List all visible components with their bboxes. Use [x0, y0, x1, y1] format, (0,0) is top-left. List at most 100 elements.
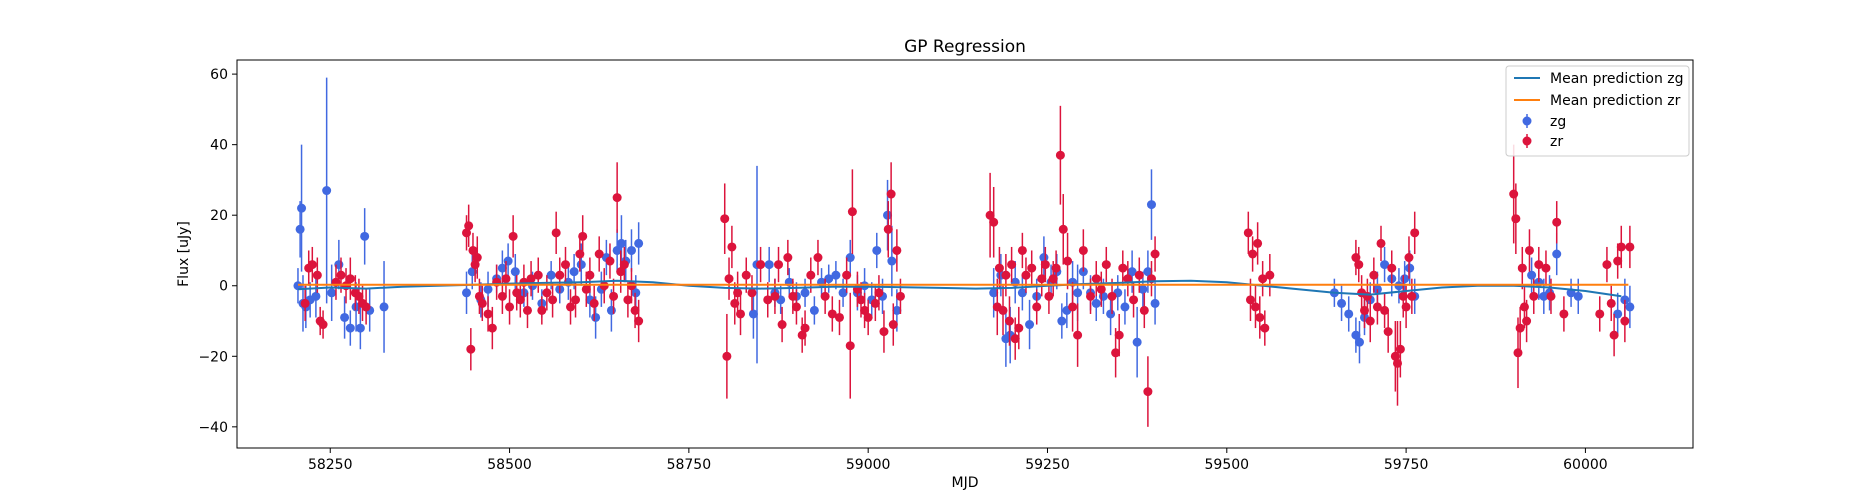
data-point-zr — [847, 207, 857, 217]
data-point-zg — [872, 245, 882, 255]
data-point-zr — [336, 270, 346, 280]
data-point-zr — [1620, 316, 1630, 326]
data-point-zr — [1118, 263, 1128, 273]
data-point-zr — [1511, 214, 1521, 224]
data-point-zr — [533, 270, 543, 280]
data-point-zr — [497, 291, 507, 301]
data-point-zr — [1258, 274, 1268, 284]
x-tick-label: 58500 — [487, 457, 532, 473]
data-point-zr — [998, 305, 1008, 315]
data-point-zr — [1513, 348, 1523, 358]
data-point-zr — [730, 298, 740, 308]
data-point-zr — [1114, 330, 1124, 340]
data-point-zr — [466, 344, 476, 354]
data-point-zr — [879, 327, 889, 337]
legend-swatch-zg-marker — [1522, 116, 1532, 126]
data-point-zr — [581, 284, 591, 294]
legend-swatch-zr-marker — [1522, 136, 1532, 146]
data-point-zg — [1132, 337, 1142, 347]
data-point-zg — [1354, 337, 1364, 347]
data-point-zr — [594, 249, 604, 259]
data-point-zr — [1101, 260, 1111, 270]
data-point-zr — [1150, 249, 1160, 259]
data-point-zg — [462, 288, 472, 298]
data-point-zr — [1032, 302, 1042, 312]
data-point-zr — [474, 291, 484, 301]
data-point-zr — [883, 224, 893, 234]
data-point-zr — [1096, 284, 1106, 294]
data-point-zg — [626, 245, 636, 255]
data-point-zg — [1150, 298, 1160, 308]
data-point-zg — [1017, 288, 1027, 298]
y-tick-label: −40 — [198, 420, 228, 436]
data-point-zg — [311, 291, 321, 301]
data-point-zg — [1400, 274, 1410, 284]
data-point-zr — [1134, 270, 1144, 280]
data-point-zg — [1091, 298, 1101, 308]
data-point-zr — [354, 291, 364, 301]
x-axis-label: MJD — [952, 475, 979, 491]
data-point-zr — [1253, 238, 1263, 248]
data-point-zr — [585, 270, 595, 280]
data-point-zr — [770, 291, 780, 301]
data-point-zg — [1344, 309, 1354, 319]
data-point-zg — [297, 203, 307, 213]
data-point-zg — [569, 267, 579, 277]
data-point-zg — [295, 224, 305, 234]
data-point-zr — [472, 253, 482, 263]
data-point-zr — [505, 302, 515, 312]
data-point-zr — [1351, 253, 1361, 263]
data-point-zr — [806, 270, 816, 280]
data-point-zr — [763, 295, 773, 305]
data-point-zg — [989, 288, 999, 298]
data-point-zr — [1398, 291, 1408, 301]
data-point-zr — [892, 245, 902, 255]
data-point-zr — [1509, 189, 1519, 199]
data-point-zr — [1365, 316, 1375, 326]
legend-label-zr: zr — [1550, 134, 1563, 150]
data-point-zr — [886, 189, 896, 199]
data-point-zg — [1394, 281, 1404, 291]
data-point-zr — [1078, 245, 1088, 255]
data-point-zr — [1595, 309, 1605, 319]
data-point-zr — [589, 298, 599, 308]
data-point-zr — [800, 323, 810, 333]
data-point-zr — [774, 260, 784, 270]
data-point-zr — [1383, 327, 1393, 337]
data-point-zr — [623, 295, 633, 305]
data-point-zg — [831, 270, 841, 280]
data-point-zr — [560, 260, 570, 270]
data-point-zr — [522, 305, 532, 315]
data-point-zr — [1021, 270, 1031, 280]
x-axis-ticks: 58250 58500 58750 59000 59250 59500 59750 60000 — [308, 448, 1608, 473]
data-point-zr — [300, 298, 310, 308]
data-point-zr — [483, 309, 493, 319]
data-point-zr — [1609, 330, 1619, 340]
data-point-zg — [800, 288, 810, 298]
data-point-zr — [1376, 238, 1386, 248]
data-point-zg — [379, 302, 389, 312]
data-point-zr — [477, 298, 487, 308]
data-point-zr — [1014, 323, 1024, 333]
data-point-zr — [619, 260, 629, 270]
x-tick-label: 59750 — [1384, 457, 1429, 473]
data-point-zr — [1037, 274, 1047, 284]
data-point-zg — [1625, 302, 1635, 312]
legend-label-zg-line: Mean prediction zg — [1550, 71, 1684, 87]
data-point-zg — [887, 256, 897, 266]
data-point-zr — [989, 217, 999, 227]
data-point-zr — [318, 320, 328, 330]
data-point-zr — [361, 302, 371, 312]
data-point-zg — [1120, 302, 1130, 312]
data-point-zg — [612, 245, 622, 255]
data-point-zg — [483, 284, 493, 294]
data-point-zr — [1248, 249, 1258, 259]
data-point-zr — [1255, 312, 1265, 322]
data-point-zr — [575, 249, 585, 259]
data-point-zr — [462, 228, 472, 238]
data-point-zg — [1039, 253, 1049, 263]
y-tick-label: 40 — [210, 138, 228, 154]
y-tick-label: 60 — [210, 67, 228, 83]
data-point-zr — [1091, 274, 1101, 284]
data-point-zr — [609, 291, 619, 301]
